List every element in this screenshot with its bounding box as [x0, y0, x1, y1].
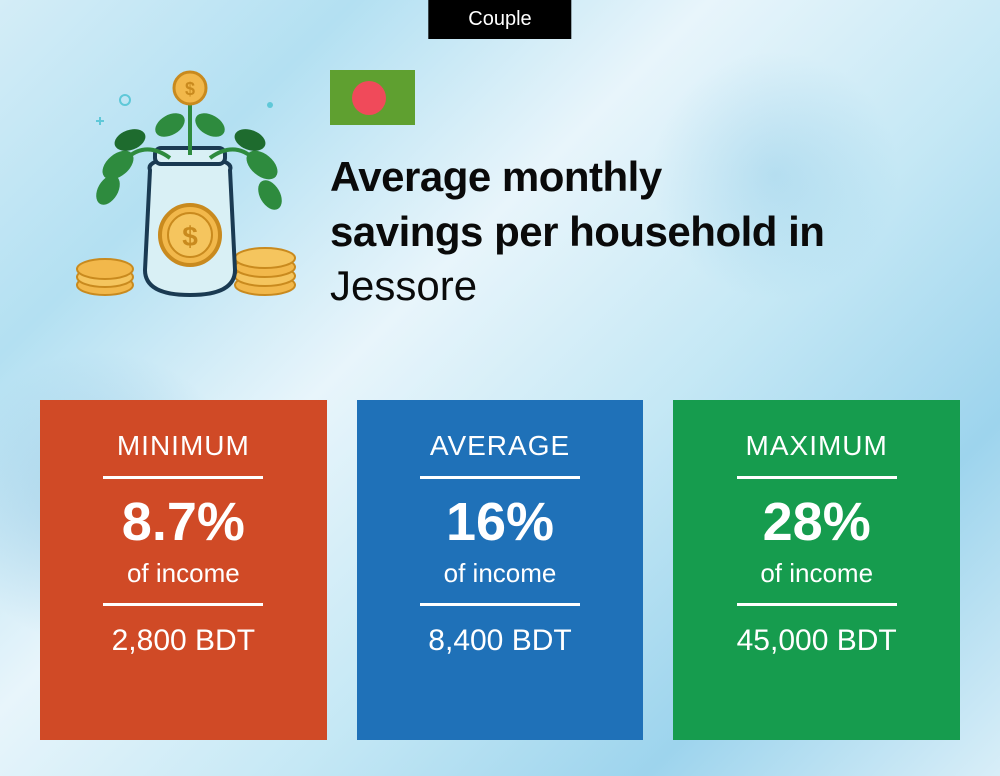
title-line1: Average monthly [330, 150, 960, 205]
stat-card-maximum: MAXIMUM 28% of income 45,000 BDT [673, 400, 960, 740]
divider [103, 603, 263, 606]
card-amount: 45,000 BDT [737, 624, 897, 658]
divider [737, 603, 897, 606]
stat-cards-row: MINIMUM 8.7% of income 2,800 BDT AVERAGE… [40, 400, 960, 740]
svg-text:$: $ [185, 79, 195, 99]
card-sub: of income [760, 558, 873, 589]
card-label: MAXIMUM [746, 430, 888, 462]
title-city: Jessore [330, 259, 960, 314]
divider [103, 476, 263, 479]
svg-text:$: $ [182, 221, 198, 252]
card-amount: 2,800 BDT [112, 624, 255, 658]
card-percent: 8.7% [122, 493, 245, 552]
card-amount: 8,400 BDT [428, 624, 571, 658]
card-label: MINIMUM [117, 430, 250, 462]
stat-card-average: AVERAGE 16% of income 8,400 BDT [357, 400, 644, 740]
divider [737, 476, 897, 479]
card-label: AVERAGE [430, 430, 570, 462]
category-tag: Couple [428, 0, 571, 39]
country-flag [330, 70, 415, 125]
header-section: $ $ Average monthly savi [70, 70, 960, 314]
title-block: Average monthly savings per household in… [330, 70, 960, 314]
title-line2: savings per household in [330, 205, 960, 260]
card-percent: 16% [446, 493, 554, 552]
stat-card-minimum: MINIMUM 8.7% of income 2,800 BDT [40, 400, 327, 740]
card-sub: of income [127, 558, 240, 589]
flag-circle [352, 81, 386, 115]
divider [420, 476, 580, 479]
savings-jar-illustration: $ $ [70, 70, 300, 310]
card-sub: of income [444, 558, 557, 589]
divider [420, 603, 580, 606]
card-percent: 28% [763, 493, 871, 552]
